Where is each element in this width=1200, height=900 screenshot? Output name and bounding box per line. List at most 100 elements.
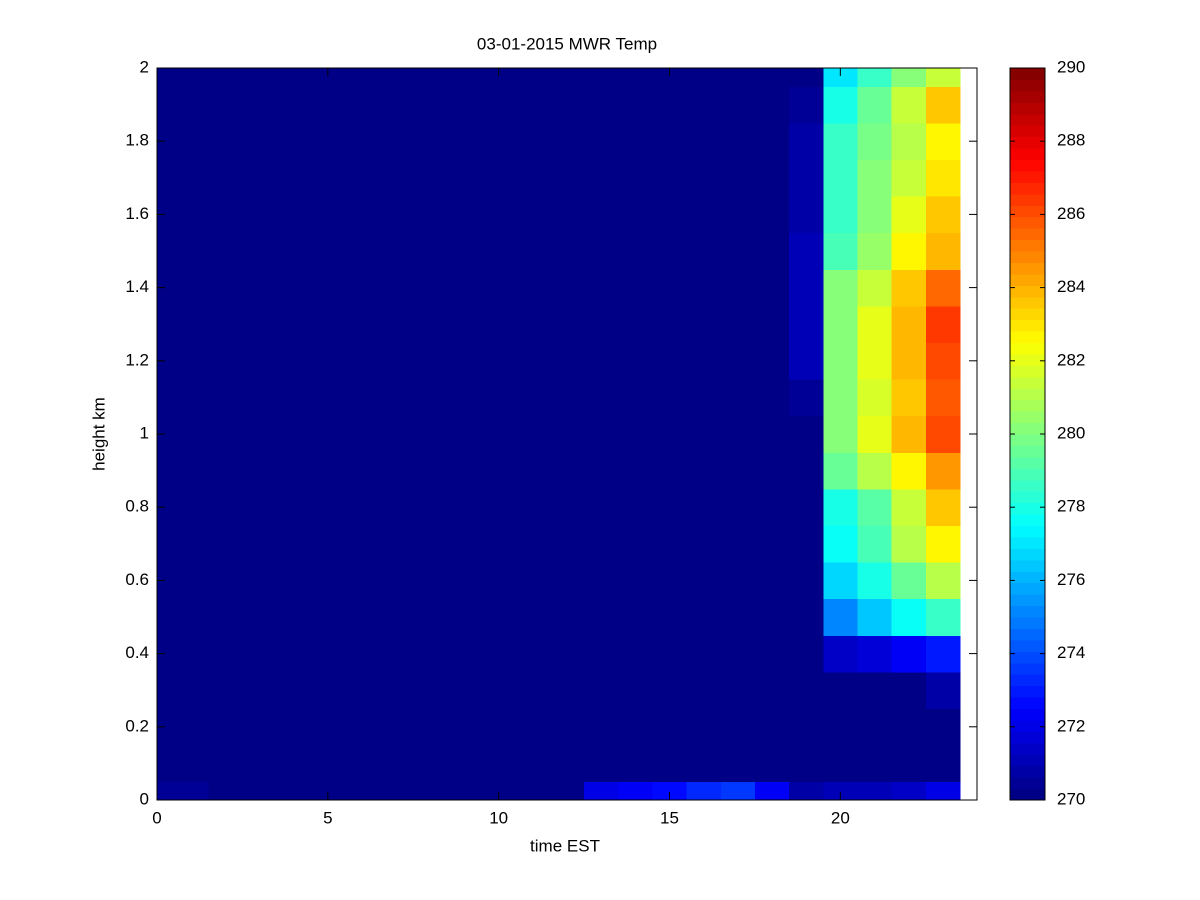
- heat-cell: [823, 635, 858, 673]
- heat-cell: [686, 452, 722, 490]
- heat-cell: [515, 305, 551, 343]
- heat-cell: [789, 452, 824, 490]
- heat-cell: [515, 415, 551, 453]
- heat-cell: [584, 452, 619, 490]
- heat-cell: [157, 269, 175, 307]
- heat-cell: [242, 379, 278, 417]
- heat-cell: [344, 86, 380, 124]
- y-tick-label: 0.4: [125, 643, 149, 662]
- heat-cell: [174, 159, 209, 197]
- y-tick-label: 0.2: [125, 716, 149, 735]
- heat-cell: [686, 196, 722, 234]
- heat-cell: [310, 269, 346, 307]
- heat-cell: [549, 415, 585, 453]
- heat-cell: [157, 708, 175, 746]
- colorbar-swatch: [1010, 765, 1045, 778]
- heat-cell: [891, 122, 927, 160]
- heat-cell: [652, 598, 688, 636]
- heat-cell: [208, 525, 243, 563]
- heat-cell: [549, 86, 585, 124]
- heat-cell: [823, 745, 858, 783]
- heat-cell: [925, 488, 961, 526]
- heat-cell: [823, 232, 858, 270]
- heat-cell: [720, 269, 756, 307]
- heat-cell: [447, 562, 483, 600]
- heat-cell: [157, 671, 175, 709]
- heat-cell: [720, 159, 756, 197]
- heat-cell: [344, 415, 380, 453]
- x-tick-label: 20: [831, 808, 850, 827]
- heat-cell: [447, 68, 483, 87]
- heat-cell: [652, 671, 688, 709]
- heat-cell: [413, 708, 448, 746]
- heat-cell: [618, 342, 653, 380]
- heat-cell: [823, 415, 858, 453]
- heat-cell: [310, 415, 346, 453]
- colorbar-swatch: [1010, 113, 1045, 126]
- heat-cell: [618, 452, 653, 490]
- colorbar-swatch: [1010, 445, 1045, 458]
- heat-cell: [157, 305, 175, 343]
- heat-cell: [447, 305, 483, 343]
- heat-cell: [754, 745, 790, 783]
- heat-cell: [823, 562, 858, 600]
- heat-cell: [686, 415, 722, 453]
- heat-cell: [789, 525, 824, 563]
- heat-cell: [276, 562, 312, 600]
- heat-cell: [789, 379, 824, 417]
- heat-cell: [310, 671, 346, 709]
- heat-cell: [754, 269, 790, 307]
- heat-cell: [891, 342, 927, 380]
- heat-cell: [686, 379, 722, 417]
- colorbar-tick-label: 290: [1057, 57, 1085, 76]
- heat-cell: [157, 122, 175, 160]
- heat-cell: [379, 379, 414, 417]
- heat-cell: [344, 452, 380, 490]
- heat-cell: [686, 159, 722, 197]
- heat-cell: [720, 671, 756, 709]
- heat-cell: [447, 232, 483, 270]
- heat-cell: [481, 269, 517, 307]
- heat-cell: [720, 452, 756, 490]
- heat-cell: [379, 635, 414, 673]
- heat-cell: [823, 525, 858, 563]
- heat-cell: [310, 562, 346, 600]
- heat-cell: [686, 671, 722, 709]
- heat-cell: [157, 379, 175, 417]
- heat-cell: [174, 708, 209, 746]
- heat-cell: [310, 598, 346, 636]
- colorbar-swatch: [1010, 777, 1045, 790]
- heat-cell: [174, 781, 209, 801]
- colorbar-swatch: [1010, 434, 1045, 446]
- heat-cell: [379, 415, 414, 453]
- heat-cell: [208, 781, 243, 801]
- heat-cell: [789, 342, 824, 380]
- heat-cell: [754, 488, 790, 526]
- heat-cell: [276, 635, 312, 673]
- colorbar-swatch: [1010, 273, 1045, 286]
- heat-cell: [720, 342, 756, 380]
- heat-cell: [310, 635, 346, 673]
- heat-cell: [379, 159, 414, 197]
- heat-cell: [379, 781, 414, 801]
- heat-cell: [413, 342, 448, 380]
- heat-cell: [481, 562, 517, 600]
- colorbar: 270 272 274 276 278 280 282 284 286 288 290: [1009, 57, 1085, 808]
- heat-cell: [618, 159, 653, 197]
- heat-cell: [549, 671, 585, 709]
- heatmap: [157, 68, 977, 801]
- heat-cell: [447, 159, 483, 197]
- heat-cell: [686, 635, 722, 673]
- colorbar-swatch: [1010, 456, 1045, 469]
- colorbar-swatch: [1010, 251, 1045, 263]
- heat-cell: [447, 415, 483, 453]
- heat-cell: [925, 708, 961, 746]
- colorbar-swatch: [1010, 102, 1045, 115]
- heat-cell: [447, 598, 483, 636]
- heat-cell: [413, 562, 448, 600]
- heat-cell: [891, 305, 927, 343]
- colorbar-tick-label: 282: [1057, 350, 1085, 369]
- colorbar-tick-label: 284: [1057, 277, 1085, 296]
- colorbar-tick-label: 286: [1057, 204, 1085, 223]
- heat-cell: [925, 671, 961, 709]
